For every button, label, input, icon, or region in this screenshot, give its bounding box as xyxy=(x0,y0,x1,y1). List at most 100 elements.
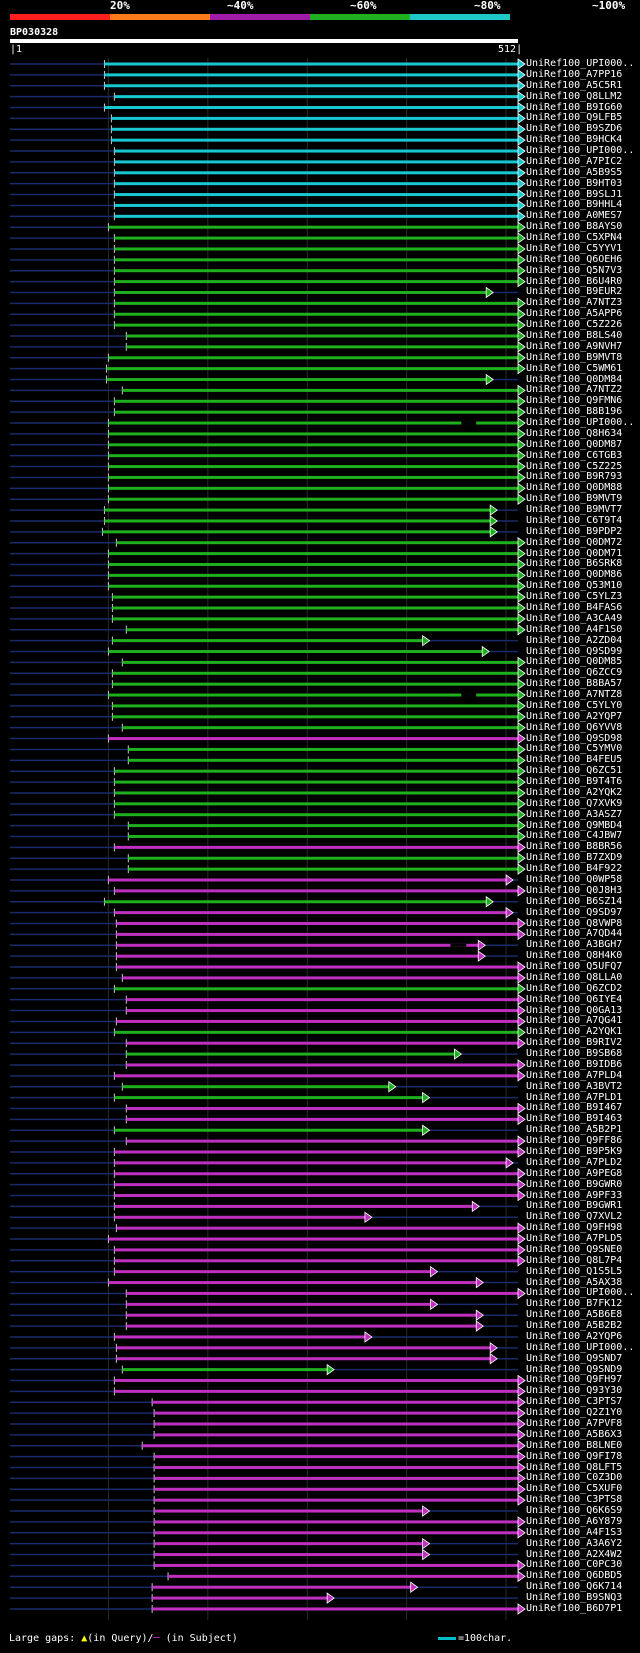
hit-label[interactable]: UniRef100_A7NTZ8 xyxy=(526,689,623,701)
hit-label[interactable]: UniRef100_Q6K714 xyxy=(526,1581,623,1593)
hit-label[interactable]: UniRef100_B9GWR0 xyxy=(526,1178,623,1190)
hit-label[interactable]: UniRef100_C5YLZ3 xyxy=(526,591,623,603)
hit-label[interactable]: UniRef100_A4F1S0 xyxy=(526,623,623,635)
hit-label[interactable]: UniRef100_Q6K6S9 xyxy=(526,1505,623,1517)
hit-label[interactable]: UniRef100_A7NTZ3 xyxy=(526,297,623,309)
hit-label[interactable]: UniRef100_A7PVF8 xyxy=(526,1418,623,1429)
hit-label[interactable]: UniRef100_Q8H634 xyxy=(526,427,623,439)
hit-label[interactable]: UniRef100_Q53M10 xyxy=(526,580,623,592)
hit-label[interactable]: UniRef100_B9IG60 xyxy=(526,101,623,113)
hit-label[interactable]: UniRef100_Q8LLM2 xyxy=(526,90,623,102)
hit-label[interactable]: UniRef100_A9PEG8 xyxy=(526,1167,623,1179)
hit-label[interactable]: UniRef100_Q6ZCC9 xyxy=(526,667,623,679)
hit-label[interactable]: UniRef100_UPI000.. xyxy=(526,1341,635,1353)
hit-label[interactable]: UniRef100_Q6YVV8 xyxy=(526,721,623,733)
hit-label[interactable]: UniRef100_B4FAS6 xyxy=(526,602,623,613)
hit-label[interactable]: UniRef100_A5B6E8 xyxy=(526,1309,623,1321)
hit-label[interactable]: UniRef100_Q9LFB5 xyxy=(526,112,623,124)
hit-label[interactable]: UniRef100_B9RIV2 xyxy=(526,1037,623,1049)
hit-label[interactable]: UniRef100_Q0DM85 xyxy=(526,656,623,668)
hit-label[interactable]: UniRef100_Q9FMN6 xyxy=(526,395,623,407)
hit-label[interactable]: UniRef100_Q0DM86 xyxy=(526,569,623,581)
hit-label[interactable]: UniRef100_B9IDB6 xyxy=(526,1058,623,1070)
hit-label[interactable]: UniRef100_A5C5R1 xyxy=(526,79,623,91)
hit-label[interactable]: UniRef100_B8LS40 xyxy=(526,330,623,341)
hit-label[interactable]: UniRef100_C5YMV0 xyxy=(526,743,623,755)
hit-label[interactable]: UniRef100_A2YQK1 xyxy=(526,1026,623,1038)
hit-label[interactable]: UniRef100_B9MVT9 xyxy=(526,493,623,505)
hit-label[interactable]: UniRef100_B9I463 xyxy=(526,1113,623,1125)
hit-label[interactable]: UniRef100_Q2Z1Y0 xyxy=(526,1407,623,1419)
hit-label[interactable]: UniRef100_Q8L7P4 xyxy=(526,1254,623,1266)
hit-label[interactable]: UniRef100_C5XPN4 xyxy=(526,232,623,244)
hit-label[interactable]: UniRef100_B9R793 xyxy=(526,471,623,483)
hit-label[interactable]: UniRef100_C4JBW7 xyxy=(526,830,623,842)
hit-label[interactable]: UniRef100_Q9SD99 xyxy=(526,645,623,657)
hit-label[interactable]: UniRef100_C6T9T4 xyxy=(526,514,623,526)
hit-label[interactable]: UniRef100_Q0DM71 xyxy=(526,547,623,559)
hit-label[interactable]: UniRef100_Q9SD97 xyxy=(526,906,623,918)
hit-label[interactable]: UniRef100_B9SZD6 xyxy=(526,123,623,135)
hit-label[interactable]: UniRef100_A7PLD1 xyxy=(526,1091,623,1103)
hit-label[interactable]: UniRef100_B9HCK4 xyxy=(526,134,623,146)
hit-label[interactable]: UniRef100_B9EUR2 xyxy=(526,286,623,298)
hit-label[interactable]: UniRef100_A4F1S3 xyxy=(526,1526,623,1538)
hit-label[interactable]: UniRef100_B8LNE0 xyxy=(526,1439,623,1451)
hit-label[interactable]: UniRef100_Q0J8H3 xyxy=(526,884,623,896)
hit-label[interactable]: UniRef100_A6Y879 xyxy=(526,1515,623,1527)
hit-label[interactable]: UniRef100_B7ZXD9 xyxy=(526,852,623,864)
hit-label[interactable]: UniRef100_B6SZ14 xyxy=(526,895,623,907)
hit-label[interactable]: UniRef100_Q8LLA0 xyxy=(526,971,623,983)
hit-label[interactable]: UniRef100_A2YQK2 xyxy=(526,786,623,798)
hit-label[interactable]: UniRef100_A7PLD4 xyxy=(526,1069,623,1081)
hit-label[interactable]: UniRef100_Q9SND9 xyxy=(526,1363,623,1375)
hit-label[interactable]: UniRef100_C0PC30 xyxy=(526,1559,623,1571)
hit-label[interactable]: UniRef100_Q9SND7 xyxy=(526,1352,623,1364)
hit-label[interactable]: UniRef100_B6SRK8 xyxy=(526,558,623,570)
hit-label[interactable]: UniRef100_A3BGH7 xyxy=(526,939,623,951)
hit-label[interactable]: UniRef100_B9T4T6 xyxy=(526,776,623,788)
hit-label[interactable]: UniRef100_A7PP16 xyxy=(526,68,623,80)
hit-label[interactable]: UniRef100_A5B9S5 xyxy=(526,166,623,178)
hit-label[interactable]: UniRef100_Q8VWP8 xyxy=(526,917,623,929)
hit-label[interactable]: UniRef100_Q9SD98 xyxy=(526,732,623,744)
hit-label[interactable]: UniRef100_Q0DM88 xyxy=(526,482,623,494)
hit-label[interactable]: UniRef100_B6U4R0 xyxy=(526,275,623,287)
hit-label[interactable]: UniRef100_A0MES7 xyxy=(526,210,623,222)
hit-label[interactable]: UniRef100_A7QD44 xyxy=(526,928,623,940)
hit-label[interactable]: UniRef100_Q1S5L5 xyxy=(526,1265,623,1277)
hit-label[interactable]: UniRef100_B9HT03 xyxy=(526,177,623,189)
hit-label[interactable]: UniRef100_A7PLD2 xyxy=(526,1156,623,1168)
hit-label[interactable]: UniRef100_B4FEU5 xyxy=(526,754,623,766)
hit-label[interactable]: UniRef100_Q9FH98 xyxy=(526,1222,623,1234)
hit-label[interactable]: UniRef100_UPI000.. xyxy=(526,58,635,69)
hit-label[interactable]: UniRef100_A9PF33 xyxy=(526,1189,623,1201)
hit-label[interactable]: UniRef100_A5AX38 xyxy=(526,1276,623,1288)
hit-label[interactable]: UniRef100_UPI000.. xyxy=(526,145,635,157)
hit-label[interactable]: UniRef100_C3PTS8 xyxy=(526,1494,623,1506)
hit-label[interactable]: UniRef100_Q6OEH6 xyxy=(526,253,623,265)
hit-label[interactable]: UniRef100_B9PDP2 xyxy=(526,525,623,537)
hit-label[interactable]: UniRef100_C5WM61 xyxy=(526,362,623,374)
hit-label[interactable]: UniRef100_A2X4W2 xyxy=(526,1548,623,1560)
hit-label[interactable]: UniRef100_C6TGB3 xyxy=(526,449,623,461)
hit-label[interactable]: UniRef100_Q0DM84 xyxy=(526,373,623,385)
hit-label[interactable]: UniRef100_Q7XVL2 xyxy=(526,1211,623,1223)
hit-label[interactable]: UniRef100_A5B2P1 xyxy=(526,1124,623,1136)
hit-label[interactable]: UniRef100_A7QG41 xyxy=(526,1015,623,1027)
hit-label[interactable]: UniRef100_Q9SNE0 xyxy=(526,1243,623,1255)
hit-label[interactable]: UniRef100_Q0GA13 xyxy=(526,1004,623,1016)
hit-label[interactable]: UniRef100_B9MVT7 xyxy=(526,504,623,516)
hit-label[interactable]: UniRef100_A2ZD04 xyxy=(526,634,623,646)
hit-label[interactable]: UniRef100_B6D7P1 xyxy=(526,1602,623,1614)
hit-label[interactable]: UniRef100_B9SNQ3 xyxy=(526,1592,623,1604)
hit-label[interactable]: UniRef100_C5Z226 xyxy=(526,319,623,331)
hit-label[interactable]: UniRef100_Q6DBD5 xyxy=(526,1570,623,1582)
hit-label[interactable]: UniRef100_Q9MBD4 xyxy=(526,819,623,831)
hit-label[interactable]: UniRef100_B9GWR1 xyxy=(526,1200,623,1212)
hit-label[interactable]: UniRef100_B9SLJ1 xyxy=(526,188,623,200)
hit-label[interactable]: UniRef100_B8AYS0 xyxy=(526,221,623,233)
hit-label[interactable]: UniRef100_Q6IYE4 xyxy=(526,993,623,1005)
hit-label[interactable]: UniRef100_C3PTS7 xyxy=(526,1396,623,1408)
hit-label[interactable]: UniRef100_A7PLD5 xyxy=(526,1233,623,1245)
